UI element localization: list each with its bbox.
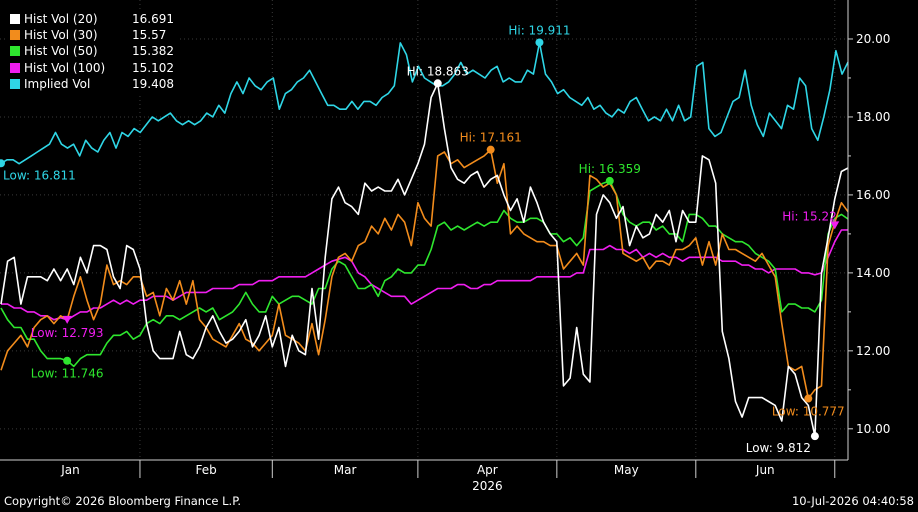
annotation-marker xyxy=(0,159,5,168)
y-tick-label: 12.00 xyxy=(856,344,890,358)
legend-swatch xyxy=(10,62,20,73)
y-tick-label: 16.00 xyxy=(856,188,890,202)
legend-last-value: 15.57 xyxy=(132,28,167,43)
annotation-label: Hi: 15.22 xyxy=(782,209,837,223)
legend-swatch xyxy=(10,14,20,25)
series-line-2 xyxy=(0,180,849,368)
annotation-marker xyxy=(535,38,544,47)
annotation-marker xyxy=(433,79,442,88)
y-tick-label: 10.00 xyxy=(856,422,890,436)
axes: 10.00 12.00 14.00 16.00 18.00 20.00 Jan Feb Mar A… xyxy=(0,0,890,492)
legend-series-name: Hist Vol (20) xyxy=(24,12,98,27)
legend-swatch xyxy=(10,78,20,89)
annotation-label: Low: 16.811 xyxy=(3,168,76,182)
annotation-label: Low: 12.793 xyxy=(31,326,104,340)
copyright-text: Copyright© 2026 Bloomberg Finance L.P. xyxy=(4,494,241,508)
annotation-label: Hi: 19.911 xyxy=(508,23,570,37)
annotation-label: Low: 9.812 xyxy=(746,441,811,455)
series-line-0 xyxy=(0,82,849,437)
legend-swatch xyxy=(10,46,20,57)
series-lines xyxy=(0,41,849,437)
annotation-marker xyxy=(810,432,819,441)
annotation-marker xyxy=(605,176,614,185)
legend-series-name: Hist Vol (30) xyxy=(24,28,98,43)
annotation-marker xyxy=(63,356,72,365)
legend-series-name: Hist Vol (100) xyxy=(24,60,106,75)
x-tick-label: Feb xyxy=(196,463,217,477)
volatility-chart: Hi: 18.863 Low: 9.812 Hi: 17.161 Low: 10.77… xyxy=(0,0,890,492)
legend-last-value: 15.382 xyxy=(132,44,174,59)
y-tick-label: 18.00 xyxy=(856,110,890,124)
series-line-4 xyxy=(0,41,849,165)
annotation-label: Hi: 16.359 xyxy=(579,162,641,176)
timestamp-text: 10-Jul-2026 04:40:58 xyxy=(791,494,914,508)
legend-series-name: Hist Vol (50) xyxy=(24,44,98,59)
legend: Hist Vol (20) 16.691 Hist Vol (30) 15.57 His… xyxy=(6,9,178,95)
legend-item: Hist Vol (30) 15.57 xyxy=(10,27,174,43)
annotation-marker xyxy=(486,145,495,154)
annotation-label: Hi: 18.863 xyxy=(407,64,469,78)
legend-last-value: 19.408 xyxy=(132,76,174,91)
annotation-label: Low: 11.746 xyxy=(31,367,104,381)
legend-item: Hist Vol (50) 15.382 xyxy=(10,43,174,59)
series-line-1 xyxy=(0,148,849,400)
legend-item: Implied Vol 19.408 xyxy=(10,76,174,92)
x-tick-label: Apr xyxy=(477,463,498,477)
legend-series-name: Implied Vol xyxy=(24,76,91,91)
legend-item: Hist Vol (100) 15.102 xyxy=(10,60,174,76)
x-year-label: 2026 xyxy=(472,479,503,492)
annotation-markers xyxy=(0,38,840,441)
x-tick-label: Mar xyxy=(334,463,357,477)
x-tick-label: Jan xyxy=(60,463,80,477)
x-tick-label: Jun xyxy=(755,463,775,477)
y-tick-label: 20.00 xyxy=(856,32,890,46)
annotation-label: Hi: 17.161 xyxy=(460,131,522,145)
x-tick-label: May xyxy=(614,463,639,477)
annotation-marker xyxy=(830,221,840,230)
series-line-3 xyxy=(1,229,849,321)
annotation-label: Low: 10.777 xyxy=(772,405,845,419)
annotation-labels: Hi: 18.863 Low: 9.812 Hi: 17.161 Low: 10.77… xyxy=(3,23,845,455)
legend-last-value: 16.691 xyxy=(132,12,174,27)
legend-item: Hist Vol (20) 16.691 xyxy=(10,11,174,27)
legend-swatch xyxy=(10,30,20,41)
annotation-marker xyxy=(804,394,813,403)
annotation-marker xyxy=(62,315,72,324)
legend-last-value: 15.102 xyxy=(132,60,174,75)
y-tick-label: 14.00 xyxy=(856,266,890,280)
